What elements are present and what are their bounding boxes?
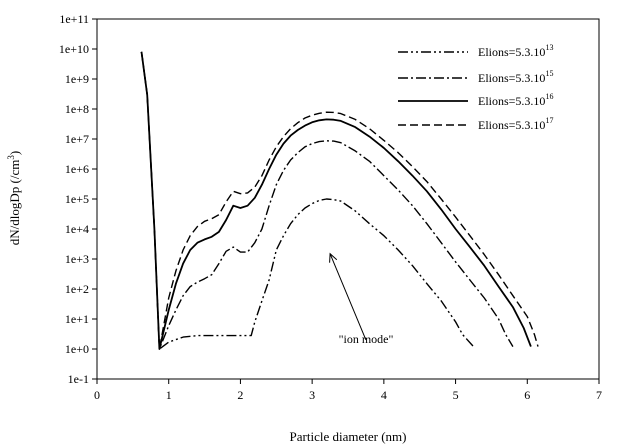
x-tick-label: 7 (596, 388, 602, 402)
y-tick-label: 1e+4 (65, 222, 89, 236)
annotation-layer: "ion mode" (329, 252, 394, 346)
x-tick-label: 3 (309, 388, 315, 402)
legend-label-2: Elions=5.3.1015 (478, 69, 553, 85)
y-axis-title-close: ) (7, 151, 22, 155)
legend-label-4: Elions=5.3.1017 (478, 116, 553, 132)
annotation-arrow-head (329, 252, 338, 263)
series-line-4 (140, 51, 539, 350)
y-tick-label: 1e+0 (65, 342, 89, 356)
legend: Elions=5.3.1013 Elions=5.3.1015 Elions=5.3… (398, 43, 553, 132)
y-axis-title-superscript: 3 (6, 155, 16, 160)
y-tick-label: 1e+2 (65, 282, 89, 296)
y-axis-ticks: 1e-1 1e+0 1e+1 1e+2 1e+3 1e+4 1e+5 1e+6 1e+7 1e+8… (59, 12, 97, 386)
series-line-1 (140, 51, 475, 350)
y-tick-label: 1e+7 (65, 132, 89, 146)
legend-label-1: Elions=5.3.1013 (478, 43, 553, 59)
y-tick-label: 1e+9 (65, 72, 89, 86)
x-tick-label: 2 (237, 388, 243, 402)
y-tick-label: 1e+5 (65, 192, 89, 206)
y-axis-title: dN/dlogDp (/cm3) (6, 151, 22, 245)
x-axis-title: Particle diameter (nm) (290, 429, 407, 444)
y-axis-title-base: dN/dlogDp (/cm (7, 160, 22, 246)
annotation-arrow-shaft (329, 253, 367, 341)
y-tick-label: 1e+10 (59, 42, 89, 56)
x-axis-ticks: 0 1 2 3 4 5 6 7 (94, 379, 602, 402)
y-tick-label: 1e+11 (59, 12, 89, 26)
series-line-2 (140, 51, 514, 350)
x-tick-label: 0 (94, 388, 100, 402)
y-tick-label: 1e+6 (65, 162, 89, 176)
x-tick-label: 5 (453, 388, 459, 402)
annotation-text: "ion mode" (339, 332, 394, 346)
y-tick-label: 1e+1 (65, 312, 89, 326)
series-line-3 (140, 51, 532, 350)
y-tick-label: 1e+8 (65, 102, 89, 116)
y-tick-label: 1e+3 (65, 252, 89, 266)
legend-label-3: Elions=5.3.1016 (478, 92, 553, 108)
series-layer (140, 51, 539, 350)
x-tick-label: 4 (381, 388, 387, 402)
x-tick-label: 1 (166, 388, 172, 402)
y-tick-label: 1e-1 (68, 372, 89, 386)
x-tick-label: 6 (524, 388, 530, 402)
